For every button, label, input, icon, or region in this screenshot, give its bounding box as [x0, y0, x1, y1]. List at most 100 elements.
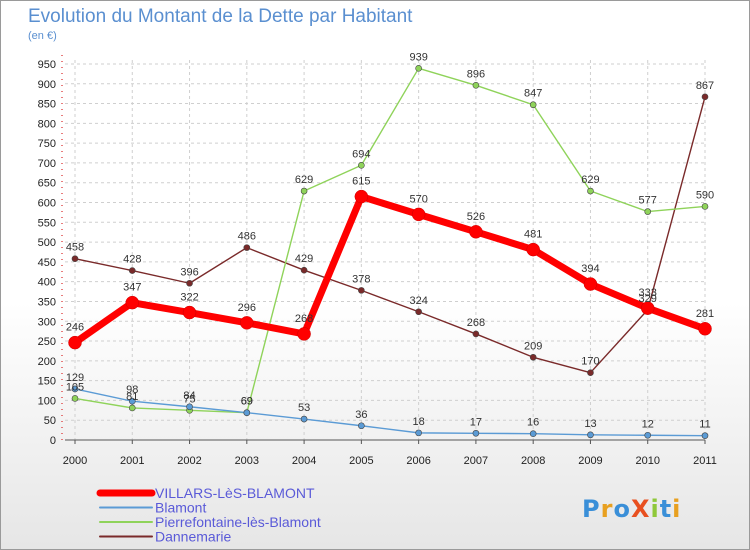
- point-villars-l-s-blamont-2000: [68, 335, 82, 350]
- series-line-blamont: [74, 388, 706, 437]
- y-tick-label-350: 350: [38, 296, 56, 308]
- point-pierrefontaine-l-s-blamont-2008: [529, 101, 537, 109]
- point-blamont-2007: [472, 429, 480, 437]
- point-dannemarie-2005: [358, 287, 365, 294]
- data-label-blamont-2006: 18: [413, 416, 425, 428]
- data-label-dannemarie-2008: 209: [524, 340, 542, 352]
- point-dannemarie-2006: [415, 308, 422, 316]
- series-line-pierrefontaine-l-s-blamont: [74, 67, 706, 414]
- data-label-dannemarie-2005: 378: [352, 273, 370, 285]
- point-blamont-2002: [186, 403, 193, 411]
- data-label-dannemarie-2002: 396: [180, 266, 198, 278]
- x-tick-label-2001: 2001: [120, 455, 144, 467]
- y-tick-label-500: 500: [38, 237, 56, 249]
- chart-title: Evolution du Montant de la Dette par Hab…: [28, 6, 413, 27]
- data-label-blamont-2000: 129: [66, 372, 84, 384]
- data-label-pierrefontaine-l-s-blamont-2011: 590: [696, 189, 714, 201]
- x-tick-label-2004: 2004: [292, 455, 316, 467]
- data-labels: 458 428 396 486 429 378 324 268 209 170 329 867 105 8…: [66, 51, 714, 430]
- point-pierrefontaine-l-s-blamont-2005: [358, 161, 365, 169]
- point-villars-l-s-blamont-2004: [297, 327, 311, 341]
- data-label-villars-l-s-blamont-2008: 481: [524, 229, 542, 241]
- point-pierrefontaine-l-s-blamont-2001: [128, 404, 136, 412]
- data-label-villars-l-s-blamont-2005: 615: [352, 176, 370, 188]
- y-tick-label-650: 650: [38, 178, 56, 190]
- data-label-blamont-2010: 12: [642, 418, 654, 430]
- y-tick-label-50: 50: [44, 415, 56, 427]
- point-villars-l-s-blamont-2006: [411, 207, 426, 222]
- x-tick-label-2000: 2000: [63, 455, 87, 467]
- point-dannemarie-2002: [186, 279, 193, 287]
- data-label-villars-l-s-blamont-2006: 570: [409, 193, 427, 205]
- data-label-dannemarie-2006: 324: [409, 295, 427, 307]
- data-label-villars-l-s-blamont-2000: 246: [66, 322, 84, 334]
- data-label-villars-l-s-blamont-2009: 394: [581, 263, 599, 275]
- data-label-dannemarie-2000: 458: [66, 242, 84, 254]
- y-tick-label-850: 850: [38, 99, 56, 111]
- y-tick-label-950: 950: [38, 59, 56, 71]
- data-label-blamont-2002: 84: [183, 390, 195, 402]
- point-blamont-2011: [701, 432, 709, 439]
- point-blamont-2009: [587, 431, 594, 439]
- x-tick-label-2002: 2002: [177, 455, 201, 467]
- logo-text: ProXiti: [582, 495, 681, 523]
- legend: VILLARS-LèS-BLAMONTBlamontPierrefontaine…: [96, 485, 321, 545]
- y-tick-label-550: 550: [38, 217, 56, 229]
- point-blamont-2000: [71, 385, 79, 393]
- data-label-dannemarie-2001: 428: [123, 254, 141, 266]
- point-dannemarie-2004: [300, 266, 308, 274]
- data-label-villars-l-s-blamont-2002: 322: [180, 292, 198, 304]
- data-label-pierrefontaine-l-s-blamont-2005: 694: [352, 148, 370, 160]
- point-blamont-2003: [243, 409, 251, 416]
- grid: [65, 60, 706, 441]
- y-tick-label-750: 750: [38, 138, 56, 150]
- x-tick-label-2005: 2005: [349, 455, 373, 467]
- data-label-villars-l-s-blamont-2011: 281: [696, 308, 714, 320]
- x-tick-label-2006: 2006: [406, 455, 430, 467]
- point-dannemarie-2008: [529, 353, 537, 361]
- point-blamont-2006: [415, 429, 422, 437]
- x-tick-label-2010: 2010: [635, 455, 659, 467]
- data-label-pierrefontaine-l-s-blamont-2008: 847: [524, 88, 542, 100]
- data-label-dannemarie-2009: 170: [581, 356, 599, 368]
- data-label-blamont-2001: 98: [126, 384, 138, 396]
- point-dannemarie-2009: [587, 369, 594, 377]
- data-label-pierrefontaine-l-s-blamont-2010: 577: [639, 195, 657, 207]
- point-villars-l-s-blamont-2002: [182, 305, 197, 320]
- y-tick-label-800: 800: [38, 118, 56, 130]
- point-dannemarie-2007: [472, 330, 480, 338]
- point-villars-l-s-blamont-2010: [640, 301, 655, 315]
- point-blamont-2004: [300, 415, 308, 423]
- data-label-dannemarie-2007: 268: [467, 317, 485, 329]
- point-villars-l-s-blamont-2011: [698, 322, 712, 336]
- data-label-pierrefontaine-l-s-blamont-2004: 629: [295, 174, 313, 186]
- y-tick-label-900: 900: [38, 79, 56, 91]
- data-label-dannemarie-2010: 329: [639, 293, 657, 305]
- point-pierrefontaine-l-s-blamont-2006: [415, 65, 422, 72]
- legend-label-pierrefontaine-l-s-blamont: Pierrefontaine-lès-Blamont: [155, 514, 321, 530]
- point-dannemarie-2003: [243, 244, 251, 251]
- data-label-blamont-2009: 13: [584, 418, 596, 430]
- y-tick-label-150: 150: [38, 376, 56, 388]
- point-villars-l-s-blamont-2001: [125, 295, 140, 310]
- data-label-blamont-2003: 69: [241, 396, 253, 408]
- legend-label-villars-l-s-blamont: VILLARS-LèS-BLAMONT: [155, 485, 315, 501]
- y-tick-label-100: 100: [38, 395, 56, 407]
- point-villars-l-s-blamont-2005: [354, 189, 369, 204]
- x-tick-label-2008: 2008: [521, 455, 545, 467]
- y-tick-label-400: 400: [38, 277, 56, 289]
- y-tick-label-200: 200: [38, 356, 56, 368]
- point-pierrefontaine-l-s-blamont-2010: [644, 208, 652, 215]
- data-label-villars-l-s-blamont-2004: 268: [295, 313, 313, 325]
- point-blamont-2008: [529, 430, 537, 437]
- data-label-villars-l-s-blamont-2001: 347: [123, 282, 141, 294]
- data-label-pierrefontaine-l-s-blamont-2001: 81: [126, 391, 138, 403]
- point-pierrefontaine-l-s-blamont-2000: [71, 395, 79, 402]
- data-label-blamont-2005: 36: [355, 409, 367, 421]
- point-blamont-2001: [128, 397, 136, 405]
- y-tick-label-450: 450: [38, 257, 56, 269]
- point-pierrefontaine-l-s-blamont-2009: [587, 187, 594, 195]
- x-tick-label-2007: 2007: [464, 455, 488, 467]
- data-label-pierrefontaine-l-s-blamont-2003: 69: [241, 396, 253, 408]
- data-label-blamont-2011: 11: [699, 419, 710, 431]
